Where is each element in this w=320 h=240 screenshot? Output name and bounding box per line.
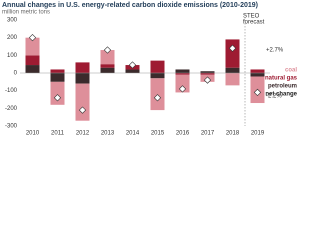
net-change-marker [78,106,87,114]
x-tick-label: 2010 [26,131,40,137]
bar-segment [200,73,215,75]
chart-subtitle: million metric tons [2,10,50,16]
bar-segment [150,73,165,79]
y-tick-label: 300 [7,18,18,24]
net-change-marker [128,61,137,69]
x-tick-label: 2014 [126,131,140,137]
x-tick-label: 2011 [51,131,65,137]
x-tick-label: 2017 [201,131,215,137]
bar-segment [125,69,140,73]
bar-segment [150,60,165,73]
bar-segment [250,69,265,73]
net-change-marker [203,76,212,84]
bar-segment [50,73,65,82]
net-change-marker [253,88,262,97]
legend-label: petroleum [268,84,297,90]
bar-segment [250,73,265,77]
net-change-marker [228,44,237,52]
bar-segment [100,50,115,65]
bar-segment [25,65,40,73]
bar-segment [100,64,115,68]
x-tick-label: 2018 [226,131,240,137]
net-change-marker [153,94,162,102]
bar-segment [50,69,65,73]
chart-title: Annual changes in U.S. energy-related ca… [2,2,258,9]
annotation: STEO [243,14,260,20]
legend-label: coal [285,68,297,74]
bar-segment [75,83,90,121]
bar-segment [25,37,40,56]
chart: Annual changes in U.S. energy-related ca… [2,2,298,137]
net-change-marker [103,46,112,54]
annotation: forecast [243,20,265,26]
x-tick-label: 2015 [151,131,165,137]
bar-segment [200,71,215,73]
bar-segment [175,69,190,73]
y-tick-label: -100 [5,88,18,94]
bar-segment [225,73,240,86]
net-change-marker [53,94,62,102]
net-change-marker [28,34,37,42]
legend-label: natural gas [265,76,298,82]
y-tick-label: -200 [5,106,18,112]
legend-label: net change [265,92,297,98]
bar-segment [75,62,90,73]
x-tick-label: 2019 [251,131,265,137]
y-tick-label: 0 [14,71,18,77]
bar-segment [50,81,65,105]
x-tick-label: 2013 [101,131,115,137]
bar-segment [225,67,240,73]
y-tick-label: -300 [5,124,18,130]
net-change-marker [178,85,187,93]
annotation: +2.7% [266,48,284,54]
x-tick-label: 2016 [176,131,190,137]
bar-segment [25,55,40,66]
bar-segment [100,67,115,73]
annotation: -2.2% [266,94,282,100]
y-tick-label: 200 [7,35,18,41]
y-tick-label: 100 [7,53,18,59]
bar-segment [175,74,190,93]
bar-segment [175,73,190,75]
bar-segment [225,39,240,68]
x-tick-label: 2012 [76,131,90,137]
bar-segment [75,73,90,84]
